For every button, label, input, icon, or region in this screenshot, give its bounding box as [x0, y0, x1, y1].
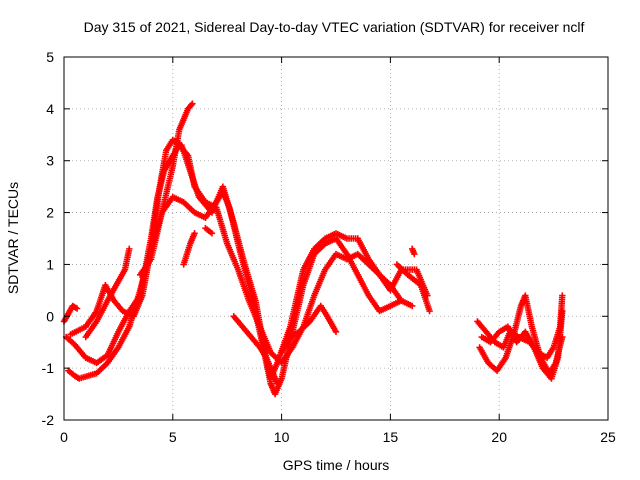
- x-tick-label: 0: [60, 429, 68, 445]
- data-point: [126, 245, 133, 253]
- x-tick-label: 15: [383, 429, 399, 445]
- data-point: [426, 307, 433, 315]
- x-tick-label: 25: [600, 429, 616, 445]
- y-tick-label: 4: [46, 101, 54, 117]
- x-tick-label: 20: [491, 429, 507, 445]
- y-tick-label: -2: [42, 412, 55, 428]
- series-track-7: [180, 230, 198, 268]
- data-point: [188, 101, 195, 109]
- y-tick-label: -1: [42, 360, 55, 376]
- y-tick-label: 3: [46, 153, 54, 169]
- data-points: [60, 100, 566, 398]
- axes: 0 5 10 15 20 25 -2 -1 0 1 2 3 4 5: [42, 49, 616, 445]
- data-point: [559, 292, 566, 299]
- data-point: [408, 302, 416, 310]
- data-point: [189, 100, 196, 107]
- data-point: [332, 328, 340, 336]
- x-axis-label: GPS time / hours: [283, 457, 390, 473]
- series-track-6: [136, 100, 196, 278]
- series-track-15: [478, 307, 566, 382]
- series-track-5: [82, 245, 133, 341]
- series-track-8: [202, 224, 216, 237]
- data-point: [191, 230, 198, 237]
- y-tick-label: 5: [46, 49, 54, 65]
- y-axis-label: SDTVAR / TECUs: [5, 182, 21, 294]
- y-tick-label: 2: [46, 205, 54, 221]
- series-track-3: [60, 302, 81, 325]
- data-point: [411, 250, 418, 258]
- series-track-10: [278, 302, 340, 356]
- x-tick-label: 5: [169, 429, 177, 445]
- data-point: [398, 297, 405, 304]
- series-track-9: [230, 313, 281, 387]
- plot-frame: [63, 56, 609, 421]
- y-tick-label: 0: [46, 308, 54, 324]
- series-track-11: [393, 261, 433, 315]
- x-tick-label: 10: [274, 429, 290, 445]
- data-point: [559, 307, 566, 315]
- y-tick-label: 1: [46, 256, 54, 272]
- grid: [64, 57, 608, 420]
- data-point: [274, 380, 281, 387]
- data-point: [73, 305, 81, 312]
- series-track-12: [408, 245, 418, 258]
- chart-title: Day 315 of 2021, Sidereal Day-to-day VTE…: [84, 19, 585, 35]
- data-point: [208, 230, 216, 237]
